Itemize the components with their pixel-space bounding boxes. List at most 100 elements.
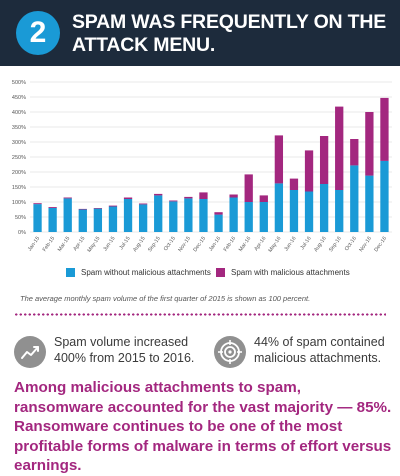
bar-segment-with xyxy=(304,150,314,192)
bar-segment-without xyxy=(229,197,238,232)
legend-swatch-with xyxy=(216,268,225,277)
bar-segment-without xyxy=(350,165,359,232)
bar-segment-with xyxy=(274,135,284,184)
x-tick-label: May-15 xyxy=(86,236,101,254)
bar-segment-without xyxy=(184,198,193,232)
bar-segment-without xyxy=(78,209,87,232)
x-tick-label: Aug-15 xyxy=(132,236,147,253)
bar-segment-without xyxy=(108,206,118,232)
y-tick-label: 350% xyxy=(12,125,26,131)
stat-attachments-text: 44% of spam contained malicious attachme… xyxy=(254,334,385,366)
x-tick-label: Dec-16 xyxy=(373,236,388,253)
x-tick-label: Jan-15 xyxy=(27,236,41,253)
trend-up-icon xyxy=(14,336,46,368)
section-number-badge: 2 xyxy=(16,11,60,55)
stat-volume-line1: Spam volume increased xyxy=(54,335,189,349)
x-tick-label: Mar-15 xyxy=(57,236,72,253)
bar-segment-with xyxy=(350,139,359,166)
bar-segment-without xyxy=(365,175,374,232)
bar-segment-with xyxy=(108,205,118,207)
x-tick-label: Sep-15 xyxy=(147,236,162,253)
y-tick-label: 250% xyxy=(12,155,26,161)
x-tick-label: Oct-15 xyxy=(163,236,177,253)
bar-segment-without xyxy=(138,204,148,232)
bar-segment-with xyxy=(259,195,268,202)
bar-segment-without xyxy=(199,199,208,232)
bar-segment-with xyxy=(138,203,148,205)
bar-segment-with xyxy=(199,192,208,199)
x-tick-label: Apr-15 xyxy=(72,236,86,253)
bar-segment-with xyxy=(93,208,103,209)
x-tick-label: Feb-15 xyxy=(42,236,57,253)
bar-segment-with xyxy=(289,178,299,190)
x-tick-label: May-16 xyxy=(267,236,282,254)
x-tick-label: Dec-15 xyxy=(192,236,207,253)
bar-segment-with xyxy=(48,207,57,208)
x-tick-label: Nov-16 xyxy=(358,236,373,253)
bar-segment-without xyxy=(93,208,103,232)
legend-item-without: Spam without malicious attachments xyxy=(66,268,211,277)
chart-footnote: The average monthly spam volume of the f… xyxy=(20,294,311,303)
y-tick-label: 300% xyxy=(12,140,26,146)
bar-segment-with xyxy=(33,203,42,205)
stat-attachments-line1: 44% of spam contained xyxy=(254,335,385,349)
stat-volume: Spam volume increased 400% from 2015 to … xyxy=(14,334,204,370)
x-tick-label: Jul-16 xyxy=(299,236,312,251)
legend-item-with: Spam with malicious attachments xyxy=(216,268,350,277)
bar-segment-without xyxy=(244,202,253,232)
bar-segment-with xyxy=(154,193,163,196)
bar-segment-without xyxy=(214,214,223,232)
bar-segment-without xyxy=(48,208,57,232)
headline: SPAM WAS FREQUENTLY ON THE ATTACK MENU. xyxy=(72,11,387,56)
x-tick-label: Jan-16 xyxy=(208,236,222,253)
x-tick-label: Mar-16 xyxy=(238,236,253,253)
y-tick-label: 200% xyxy=(12,170,26,176)
x-tick-label: Aug-16 xyxy=(313,236,328,253)
chart-container: 0% 50% 100% 150% 200% 250% 300% 350% 400% 450% 500… xyxy=(0,76,400,288)
stacked-bar-chart: 0% 50% 100% 150% 200% 250% 300% 350% 400% 450% 500… xyxy=(12,80,392,254)
bar-segment-without xyxy=(380,160,389,232)
x-tick-label: Apr-16 xyxy=(253,236,267,253)
bar-segment-with xyxy=(78,208,87,210)
x-tick-label: Jul-15 xyxy=(118,236,131,251)
stat-volume-text: Spam volume increased 400% from 2015 to … xyxy=(54,334,194,366)
stat-attachments: 44% of spam contained malicious attachme… xyxy=(214,334,394,370)
bar-segment-without xyxy=(289,190,299,232)
y-tick-label: 100% xyxy=(12,200,26,206)
bar-segment-without xyxy=(123,199,133,232)
bar-segment-with xyxy=(380,97,389,161)
bar-segment-with xyxy=(365,112,374,176)
bar-segment-without xyxy=(274,183,284,232)
bar-segment-with xyxy=(319,136,329,184)
bar-segment-without xyxy=(259,202,268,232)
stat-volume-line2: 400% from 2015 to 2016. xyxy=(54,351,195,365)
y-tick-label: 400% xyxy=(12,110,26,116)
bar-segment-with xyxy=(214,212,223,215)
legend-label-without: Spam without malicious attachments xyxy=(81,268,211,277)
x-tick-label: Jun-16 xyxy=(283,236,297,253)
y-tick-label: 0% xyxy=(18,230,26,236)
bar-segment-with xyxy=(229,194,238,198)
ransomware-callout: Among malicious attachments to spam, ran… xyxy=(14,379,392,474)
stat-attachments-line2: malicious attachments. xyxy=(254,351,382,365)
y-tick-label: 500% xyxy=(12,80,26,86)
bar-segment-without xyxy=(154,195,163,232)
x-tick-label: Feb-16 xyxy=(223,236,238,253)
x-tick-label: Sep-16 xyxy=(328,236,343,253)
bar-segment-with xyxy=(244,174,253,202)
y-tick-label: 50% xyxy=(15,215,26,221)
legend-swatch-without xyxy=(66,268,75,277)
bar-segment-with xyxy=(123,197,133,199)
bar-segment-without xyxy=(319,184,329,232)
bar-segment-without xyxy=(63,198,72,232)
y-tick-label: 150% xyxy=(12,185,26,191)
bar-segment-with xyxy=(169,200,178,202)
x-tick-label: Jun-15 xyxy=(102,236,116,253)
x-tick-label: Nov-15 xyxy=(177,236,192,253)
bar-segment-without xyxy=(33,204,42,232)
bar-segment-without xyxy=(304,191,314,232)
header-banner: 2 SPAM WAS FREQUENTLY ON THE ATTACK MENU… xyxy=(0,0,400,66)
bar-segment-with xyxy=(184,196,193,199)
legend-label-with: Spam with malicious attachments xyxy=(231,268,350,277)
bar-segment-without xyxy=(169,201,178,232)
